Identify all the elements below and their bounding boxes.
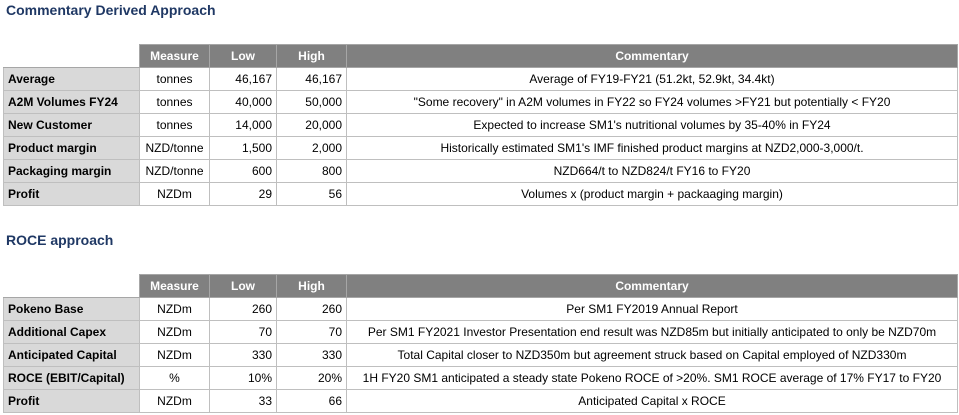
row-high-value: 56 <box>276 182 347 206</box>
roce-approach-table: Measure Low High Commentary Pokeno Base N… <box>3 274 958 413</box>
row-low-value: 14,000 <box>209 113 277 137</box>
row-high-value: 800 <box>276 159 347 183</box>
row-low-value: 10% <box>209 366 277 390</box>
header-commentary: Commentary <box>346 44 958 68</box>
row-high-value: 20% <box>276 366 347 390</box>
row-label: Profit <box>3 182 140 206</box>
table-header-row: Measure Low High Commentary <box>3 274 958 298</box>
row-low-value: 70 <box>209 320 277 344</box>
row-commentary: Anticipated Capital x ROCE <box>346 389 958 413</box>
row-high-value: 330 <box>276 343 347 367</box>
row-low-value: 40,000 <box>209 90 277 114</box>
row-label: A2M Volumes FY24 <box>3 90 140 114</box>
row-low-value: 46,167 <box>209 67 277 91</box>
row-measure: tonnes <box>139 113 210 137</box>
row-measure: tonnes <box>139 67 210 91</box>
header-commentary: Commentary <box>346 274 958 298</box>
row-high-value: 260 <box>276 297 347 321</box>
row-label: ROCE (EBIT/Capital) <box>3 366 140 390</box>
row-high-value: 46,167 <box>276 67 347 91</box>
row-commentary: 1H FY20 SM1 anticipated a steady state P… <box>346 366 958 390</box>
row-measure: % <box>139 366 210 390</box>
section-title-commentary-derived: Commentary Derived Approach <box>6 2 216 18</box>
table-row: New Customer tonnes 14,000 20,000 Expected t… <box>3 113 958 137</box>
table-row: Anticipated Capital NZDm 330 330 Total Capit… <box>3 343 958 367</box>
commentary-derived-table: Measure Low High Commentary Average tonne… <box>3 44 958 206</box>
header-high: High <box>276 274 347 298</box>
header-high: High <box>276 44 347 68</box>
header-measure: Measure <box>139 44 210 68</box>
row-label: Pokeno Base <box>3 297 140 321</box>
table-row: Profit NZDm 33 66 Anticipated Capital x ROCE <box>3 389 958 413</box>
row-commentary: Average of FY19-FY21 (51.2kt, 52.9kt, 34… <box>346 67 958 91</box>
row-measure: NZDm <box>139 320 210 344</box>
row-low-value: 29 <box>209 182 277 206</box>
row-commentary: Total Capital closer to NZD350m but agre… <box>346 343 958 367</box>
table-row: Average tonnes 46,167 46,167 Average of FY19… <box>3 67 958 91</box>
row-high-value: 20,000 <box>276 113 347 137</box>
header-low: Low <box>209 44 277 68</box>
header-measure: Measure <box>139 274 210 298</box>
table-row: Additional Capex NZDm 70 70 Per SM1 FY2021 I… <box>3 320 958 344</box>
row-commentary: NZD664/t to NZD824/t FY16 to FY20 <box>346 159 958 183</box>
row-commentary: Per SM1 FY2019 Annual Report <box>346 297 958 321</box>
row-label: New Customer <box>3 113 140 137</box>
row-label: Packaging margin <box>3 159 140 183</box>
row-high-value: 50,000 <box>276 90 347 114</box>
row-label: Average <box>3 67 140 91</box>
row-measure: NZDm <box>139 182 210 206</box>
row-label: Additional Capex <box>3 320 140 344</box>
row-measure: NZD/tonne <box>139 159 210 183</box>
row-high-value: 2,000 <box>276 136 347 160</box>
row-commentary: Historically estimated SM1's IMF finishe… <box>346 136 958 160</box>
row-low-value: 260 <box>209 297 277 321</box>
row-measure: NZDm <box>139 297 210 321</box>
row-label: Product margin <box>3 136 140 160</box>
row-commentary: Expected to increase SM1's nutritional v… <box>346 113 958 137</box>
row-measure: NZDm <box>139 389 210 413</box>
header-blank-cell <box>3 44 140 68</box>
row-measure: tonnes <box>139 90 210 114</box>
row-high-value: 66 <box>276 389 347 413</box>
row-measure: NZD/tonne <box>139 136 210 160</box>
table-row: A2M Volumes FY24 tonnes 40,000 50,000 "Some … <box>3 90 958 114</box>
row-low-value: 600 <box>209 159 277 183</box>
row-high-value: 70 <box>276 320 347 344</box>
row-low-value: 1,500 <box>209 136 277 160</box>
row-low-value: 33 <box>209 389 277 413</box>
row-measure: NZDm <box>139 343 210 367</box>
table-row: ROCE (EBIT/Capital)% 10% 20% 1H FY20 SM1 an… <box>3 366 958 390</box>
table-row: Packaging margin NZD/tonne 600 800 NZD664/t … <box>3 159 958 183</box>
table-header-row: Measure Low High Commentary <box>3 44 958 68</box>
table-row: Pokeno Base NZDm 260 260 Per SM1 FY2019 Annu… <box>3 297 958 321</box>
row-commentary: "Some recovery" in A2M volumes in FY22 s… <box>346 90 958 114</box>
row-low-value: 330 <box>209 343 277 367</box>
table-row: Product margin NZD/tonne 1,500 2,000 Histori… <box>3 136 958 160</box>
header-blank-cell <box>3 274 140 298</box>
row-commentary: Per SM1 FY2021 Investor Presentation end… <box>346 320 958 344</box>
section-title-roce: ROCE approach <box>6 232 114 248</box>
table-row: Profit NZDm 29 56 Volumes x (product margin … <box>3 182 958 206</box>
row-label: Anticipated Capital <box>3 343 140 367</box>
row-commentary: Volumes x (product margin + packaaging m… <box>346 182 958 206</box>
row-label: Profit <box>3 389 140 413</box>
header-low: Low <box>209 274 277 298</box>
